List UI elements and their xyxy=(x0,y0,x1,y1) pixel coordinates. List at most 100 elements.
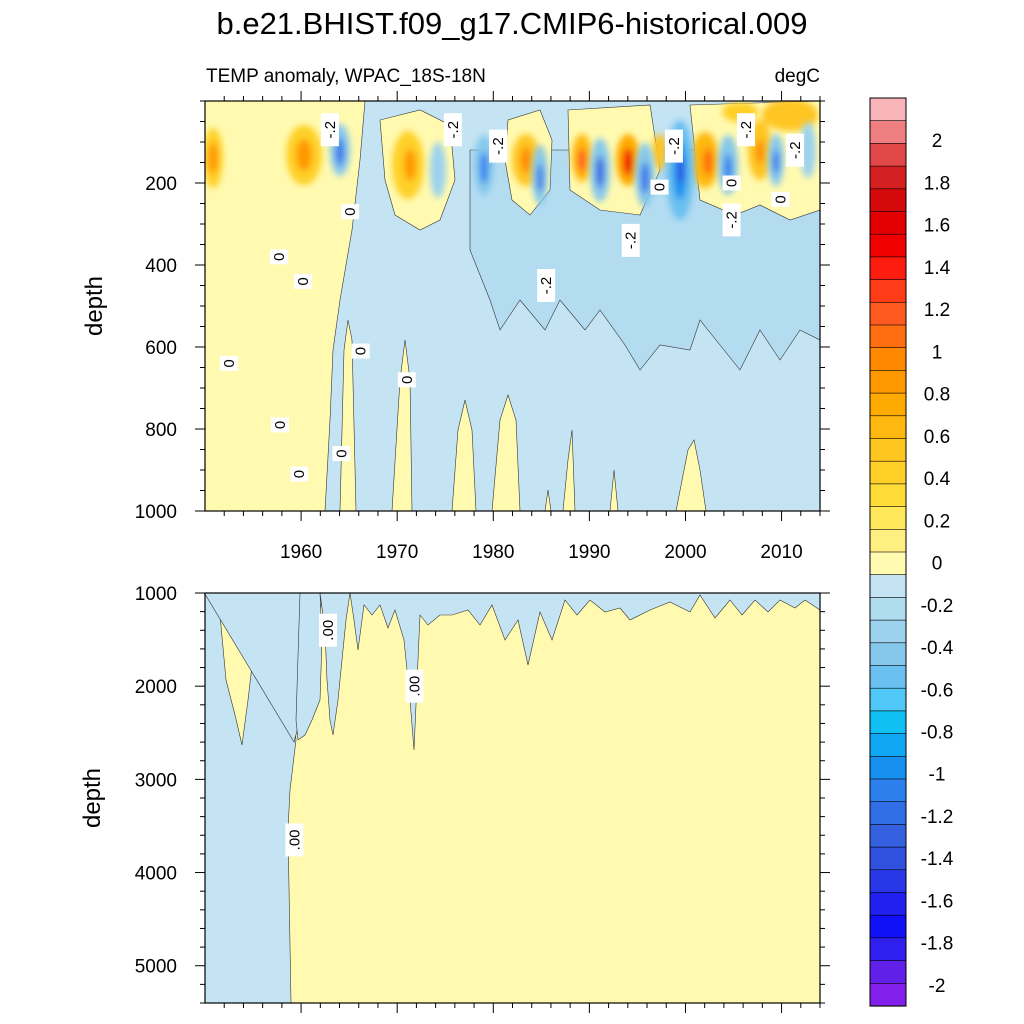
contour-label: .00 xyxy=(405,669,424,703)
contour-label-box xyxy=(351,343,370,359)
lower-x-axis xyxy=(223,1003,821,1013)
y-tick-label: 800 xyxy=(145,420,177,441)
colorbar-swatch xyxy=(869,778,907,803)
contour-label: -.2 xyxy=(537,269,556,302)
contour-label-text: .00 xyxy=(286,830,303,851)
cool-pocket xyxy=(537,164,543,192)
cool-pocket xyxy=(430,142,446,198)
x-tick-label: 2000 xyxy=(664,542,706,563)
colorbar-swatch xyxy=(869,914,907,939)
x-tick-label: 1960 xyxy=(280,542,322,563)
contour-label-box xyxy=(405,669,424,703)
y-tick-label: 600 xyxy=(145,338,177,359)
colorbar-label: 1.2 xyxy=(924,300,950,321)
contour-label: 0 xyxy=(397,372,416,388)
x-tick-label: 1980 xyxy=(472,542,514,563)
warm-spike-1982 xyxy=(491,394,521,511)
colorbar-swatch xyxy=(869,143,907,167)
colorbar-label: 1 xyxy=(932,342,943,363)
cool-pocket xyxy=(641,162,649,194)
contour-label-box xyxy=(771,191,790,207)
upper-right-label: degC xyxy=(775,66,820,87)
contour-label-text: -.2 xyxy=(724,211,741,229)
colorbar-swatch xyxy=(869,415,907,440)
colorbar-swatch xyxy=(869,279,907,303)
colorbar-swatch xyxy=(869,755,907,780)
contour-label-box xyxy=(489,129,508,163)
y-tick-label: 3000 xyxy=(135,770,177,791)
contour-label-box xyxy=(220,355,239,371)
contour-label: -.2 xyxy=(786,133,805,167)
contour-label-box xyxy=(664,129,683,163)
contour-label: .00 xyxy=(319,613,337,647)
colorbar-label: -0.8 xyxy=(921,722,954,743)
contour-label: -.2 xyxy=(489,129,508,163)
contour-label: -.2 xyxy=(722,203,741,237)
contour-label-box xyxy=(320,113,339,147)
contour-label-box xyxy=(341,204,360,220)
x-tick-label: 1990 xyxy=(568,542,610,563)
contour-label-text: 0 xyxy=(724,179,741,187)
colorbar-label: 0.4 xyxy=(924,469,951,490)
warm-pocket xyxy=(703,148,713,176)
y-tick-label: 1000 xyxy=(135,502,177,523)
contour-label-text: 0 xyxy=(221,359,238,367)
colorbar-swatch xyxy=(869,642,907,667)
colorbar-swatch xyxy=(869,483,907,508)
colorbar-swatch xyxy=(869,960,907,984)
colorbar-swatch xyxy=(869,211,907,235)
contour-label-text: 0 xyxy=(333,449,350,457)
colorbar-label: -1.4 xyxy=(921,849,954,870)
colorbar-label: -1.8 xyxy=(921,934,954,955)
contour-label-box xyxy=(270,417,289,433)
upper-x-axis: 1960 1970 1980 1990 2000 2010 xyxy=(223,91,821,563)
warm-pocket xyxy=(623,148,633,176)
colorbar-swatch xyxy=(869,710,907,735)
colorbar-label: -1.6 xyxy=(921,891,954,912)
contour-label: 0 xyxy=(290,466,309,482)
colorbar-swatch xyxy=(869,733,907,757)
colorbar-label: 1.4 xyxy=(924,258,951,279)
upper-left-label: TEMP anomaly, WPAC_18S-18N xyxy=(206,66,486,87)
contour-label-box xyxy=(269,249,288,265)
contour-label: 0 xyxy=(220,355,239,371)
contour-label: -.2 xyxy=(621,223,640,257)
colorbar-label: -1.2 xyxy=(921,807,954,828)
colorbar-swatch xyxy=(869,506,907,530)
contour-label-text: -.2 xyxy=(666,137,683,155)
contour-label-text: -.2 xyxy=(538,277,555,295)
contour-label: 0 xyxy=(650,179,669,195)
y-tick-label: 4000 xyxy=(135,864,177,885)
colorbar-swatch xyxy=(869,120,907,144)
contour-label-box xyxy=(290,466,309,482)
lower-near-zero-edge xyxy=(295,593,323,741)
colorbar-swatch xyxy=(869,165,907,190)
warm-pocket xyxy=(762,101,818,131)
lower-contour-labels: .00 .00 .00 xyxy=(285,613,424,857)
warm-pocket xyxy=(208,142,218,174)
warm-spike-2000 xyxy=(675,439,707,511)
colorbar-swatch xyxy=(869,869,907,894)
upper-contour-labels: 0 0 0 0 0 0 0 0 0 -.2 -.2 -.2 -.2 -.2 0 -.2 0 -.2 -.2 0 -.2 xyxy=(220,113,805,482)
cool-pocket xyxy=(480,152,488,184)
colorbar-swatch xyxy=(869,324,907,349)
colorbar-swatch xyxy=(869,460,907,485)
colorbar: 2 1.8 1.6 1.4 1.2 1 0.8 0.6 0.4 0.2 0 -0.2 -0.4 -0.6 -… xyxy=(869,97,954,1007)
warm-pocket xyxy=(578,148,586,172)
contour-label: 0 xyxy=(341,204,360,220)
contour-label-text: 0 xyxy=(773,195,790,203)
contour-label: 0 xyxy=(771,191,790,207)
upper-y-axis: 200 400 600 800 1000 xyxy=(135,100,830,523)
contour-label-text: 0 xyxy=(291,470,308,478)
lower-upper-fringe xyxy=(319,593,820,751)
upper-plot-area: 0 0 0 0 0 0 0 0 0 -.2 -.2 -.2 -.2 -.2 0 -.2 0 -.2 -.2 0 -.2 xyxy=(205,101,820,511)
cool-pocket xyxy=(596,156,604,188)
contour-label-text: 0 xyxy=(652,183,669,191)
warm-spike-1989 xyxy=(562,429,576,511)
contour-label-text: 0 xyxy=(342,208,359,216)
lower-panel: .00 .00 .00 1000 2000 3000 4000 5000 depth xyxy=(79,584,830,1013)
upper-panel: TEMP anomaly, WPAC_18S-18N degC xyxy=(81,66,830,563)
figure-title: b.e21.BHIST.f09_g17.CMIP6-historical.009 xyxy=(216,6,807,41)
contour-label: 0 xyxy=(332,446,351,462)
warm-spike-1994 xyxy=(609,469,619,511)
